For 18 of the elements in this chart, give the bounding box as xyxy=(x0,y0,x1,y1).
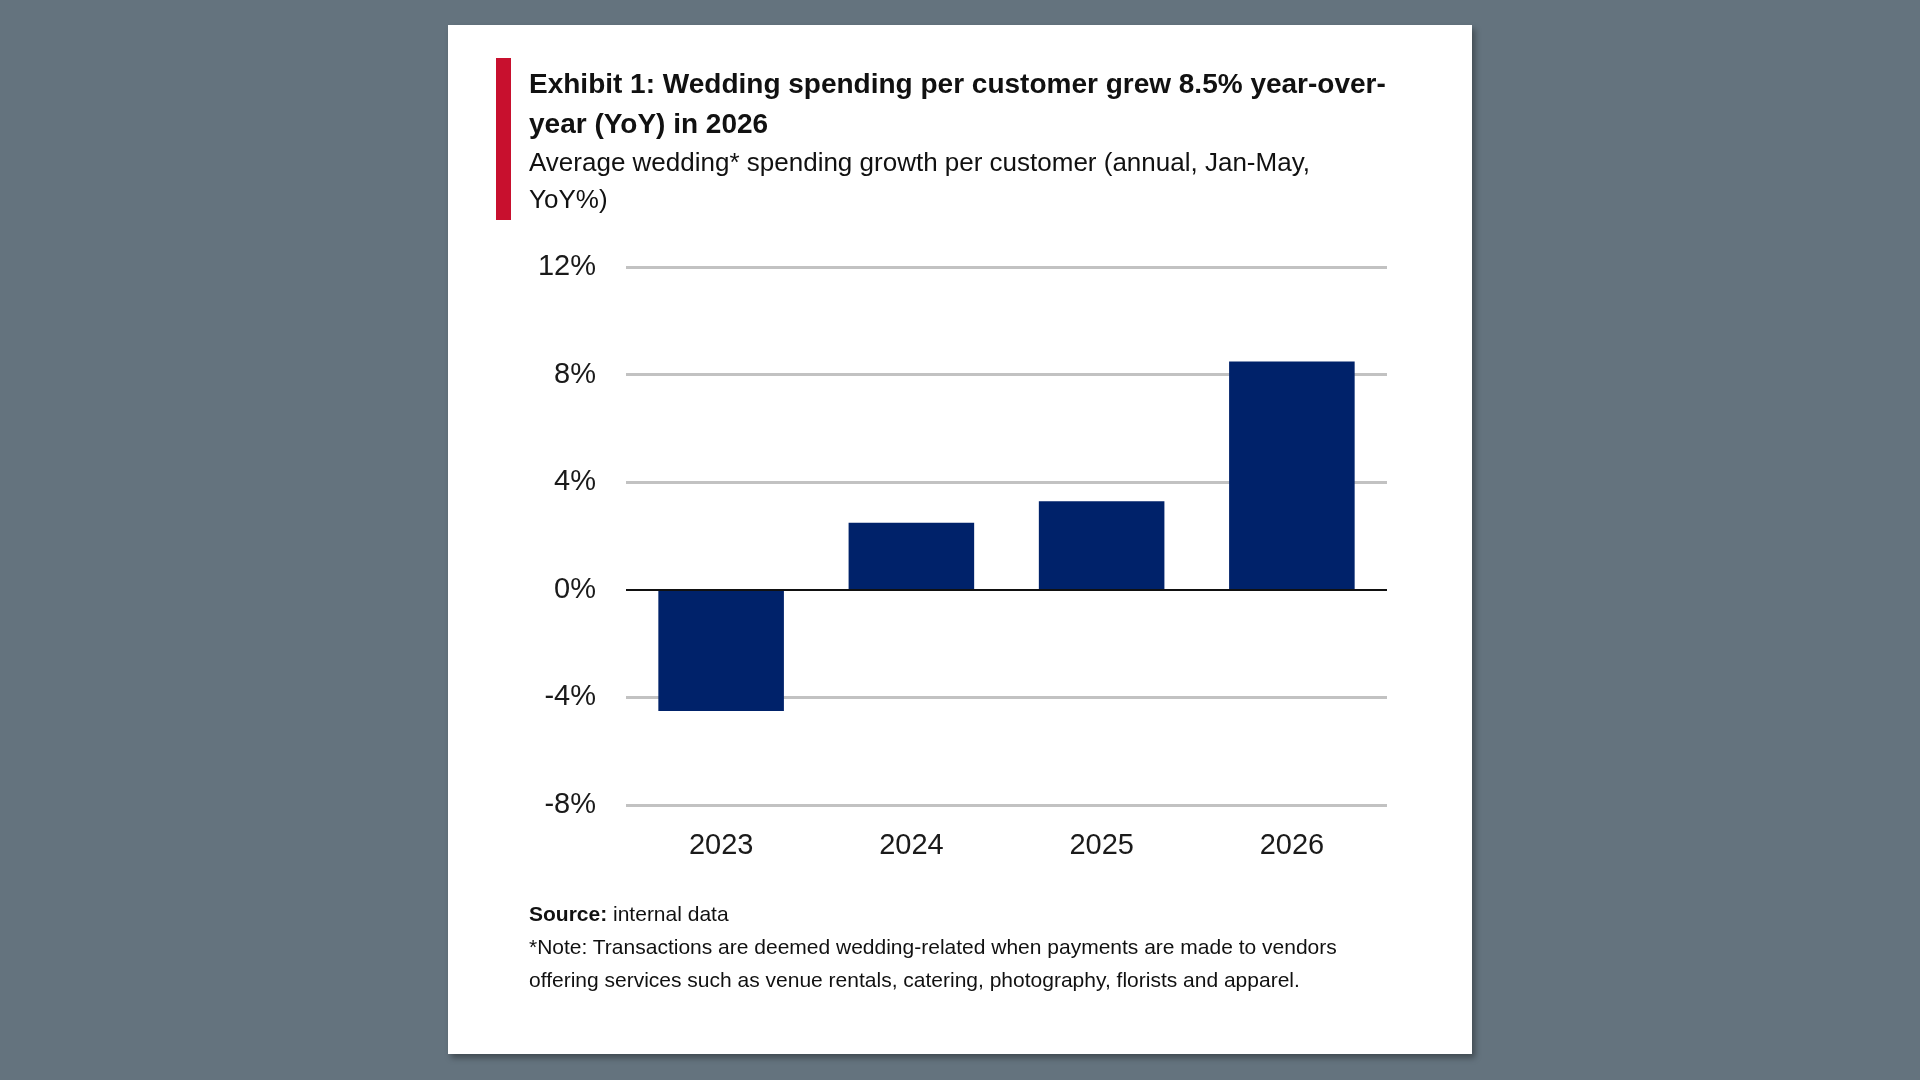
y-tick-label: -4% xyxy=(544,679,596,712)
chart-subtitle: Average wedding* spending growth per customer (annual, Jan-May, YoY%) xyxy=(529,146,1311,216)
x-tick-label: 2026 xyxy=(1259,828,1325,861)
y-tick-label: 12% xyxy=(537,249,596,282)
bar xyxy=(848,522,975,589)
bar xyxy=(1229,361,1355,589)
bar xyxy=(1038,501,1165,589)
source-note: Source: internal data xyxy=(529,902,729,925)
chart-title: Exhibit 1: Wedding spending per customer grew 8.5% year-over-year (YoY) in 2026 xyxy=(529,67,1387,141)
x-tick-label: 2023 xyxy=(688,828,754,861)
bar xyxy=(658,590,784,711)
x-tick-label: 2024 xyxy=(879,828,944,861)
y-tick-label: 4% xyxy=(554,464,596,497)
y-tick-label: 0% xyxy=(554,571,596,604)
y-tick-label: -8% xyxy=(544,787,596,819)
y-tick-label: 8% xyxy=(554,356,596,389)
x-tick-label: 2025 xyxy=(1069,828,1134,861)
text: *Note: Transactions are deemed wedding-related when payments are made to vendors offering services such as venue rentals, catering, photography, florists and apparel. xyxy=(529,934,1338,993)
